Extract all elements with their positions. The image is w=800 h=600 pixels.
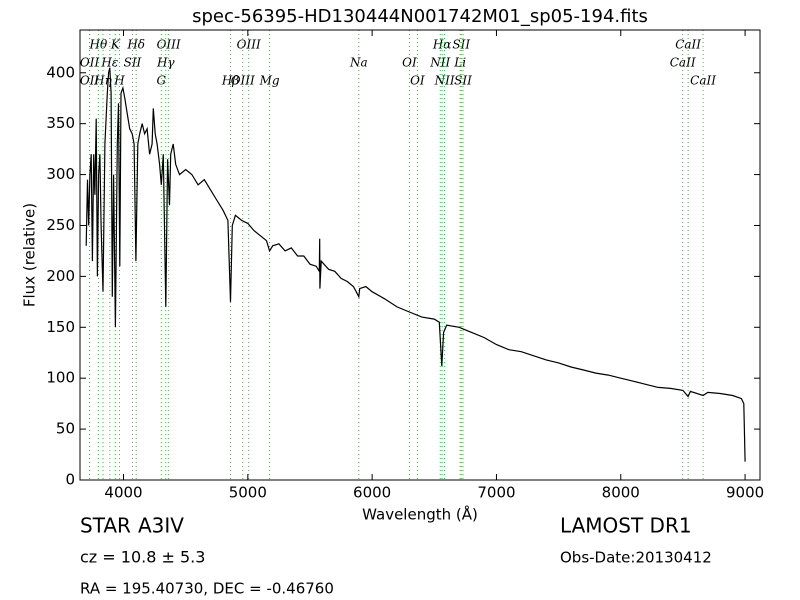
spectrum-line (85, 67, 746, 462)
x-axis-label: Wavelength (Å) (362, 505, 478, 524)
y-tick-label: 400 (46, 63, 75, 81)
x-tick-label: 6000 (353, 484, 391, 502)
survey: LAMOST DR1 (560, 514, 692, 538)
y-axis-label: Flux (relative) (21, 203, 39, 307)
spectral-line-label: SII (454, 74, 472, 88)
spectral-line-label: CaII (670, 56, 696, 70)
spectral-line-label: NII (429, 56, 450, 70)
spectral-line-label: Li (453, 56, 466, 70)
object-class: STAR (80, 514, 131, 538)
plot-frame (79, 29, 761, 481)
y-tick-label: 0 (65, 471, 75, 489)
spectral-line-label: Hβ (221, 74, 239, 88)
spectral-line-label: OIII (157, 38, 181, 52)
spectral-line-label: H (113, 74, 125, 88)
spectral-line-label: Hα (432, 38, 452, 52)
y-tick-label: 100 (46, 369, 75, 387)
x-tick-label: 4000 (104, 484, 142, 502)
chart-title: spec-56395-HD130444N001742M01_sp05-194.f… (192, 6, 648, 27)
x-tick-label: 9000 (726, 484, 764, 502)
x-tick-label: 8000 (602, 484, 640, 502)
spectral-line-label: OII (80, 74, 100, 88)
spectral-line-label: Mg (259, 74, 280, 88)
spectral-line-label: Hδ (126, 38, 145, 52)
x-tick-label: 5000 (229, 484, 267, 502)
object-subclass: A3IV (138, 514, 184, 538)
spectral-line-label: Hε (100, 56, 118, 70)
y-tick-label: 50 (56, 420, 75, 438)
x-tick-label: 7000 (477, 484, 515, 502)
spectral-line-label: Hγ (156, 56, 175, 70)
y-tick-label: 300 (46, 165, 75, 183)
y-tick-label: 150 (46, 318, 75, 336)
spectral-line-label: OI (402, 56, 417, 70)
spectral-line-label: CaII (675, 38, 701, 52)
spectral-line-label: OIII (237, 38, 261, 52)
spectral-line-label: OIII (231, 74, 255, 88)
redshift: cz = 10.8 ± 5.3 (80, 548, 205, 567)
spectral-line-label: Hθ (89, 38, 108, 52)
spectral-line-label: SII (452, 38, 470, 52)
y-tick-label: 250 (46, 216, 75, 234)
spectral-line-label: G (157, 74, 167, 88)
spectral-line-label: CaII (690, 74, 716, 88)
spectral-line-label: SII (124, 56, 142, 70)
y-tick-label: 200 (46, 267, 75, 285)
spectral-line-label: OI (410, 74, 425, 88)
spectral-line-label: Na (349, 56, 368, 70)
obs-date: Obs-Date:20130412 (560, 549, 712, 567)
coordinates: RA = 195.40730, DEC = -0.46760 (80, 580, 334, 598)
y-tick-label: 350 (46, 114, 75, 132)
spectral-line-label: NII (434, 74, 455, 88)
spectral-line-label: K (110, 38, 121, 52)
